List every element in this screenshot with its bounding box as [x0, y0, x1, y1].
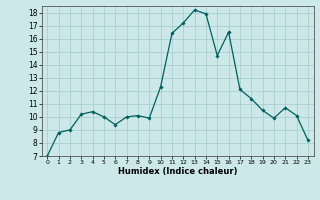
X-axis label: Humidex (Indice chaleur): Humidex (Indice chaleur): [118, 167, 237, 176]
